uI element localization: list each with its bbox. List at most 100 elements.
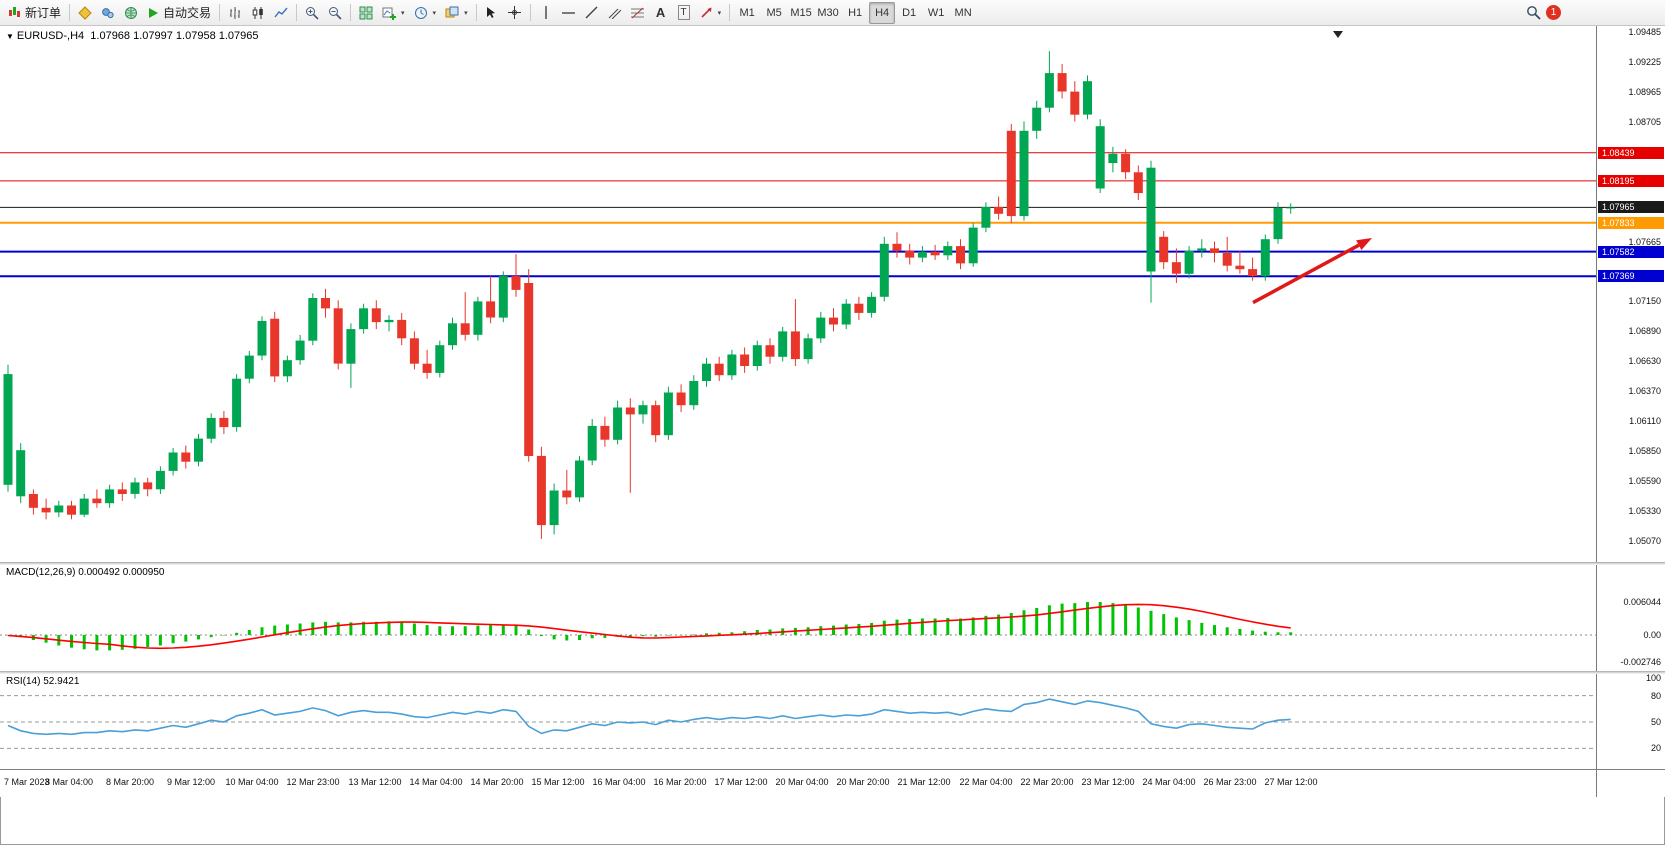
time-axis-label: 22 Mar 04:00: [959, 777, 1013, 787]
trendline-icon: [585, 6, 598, 19]
panel-splitter[interactable]: [0, 671, 1665, 674]
chart-dropdown-icon[interactable]: ▼: [6, 32, 14, 41]
panel-splitter[interactable]: [0, 562, 1665, 565]
bubbles-button[interactable]: [97, 2, 119, 24]
macd-axis-label: 0.00: [1643, 630, 1661, 640]
time-axis-label: 16 Mar 04:00: [592, 777, 646, 787]
main-chart-canvas[interactable]: [0, 27, 1596, 562]
line-chart-icon: [274, 7, 288, 17]
text-tool-icon: A: [655, 5, 666, 20]
cursor-icon: [487, 7, 496, 18]
notification-badge[interactable]: 1: [1546, 5, 1561, 20]
rsi-axis-label: 20: [1650, 743, 1661, 753]
toolbar-separator: [529, 4, 531, 21]
timeframe-button-m15[interactable]: M15: [788, 2, 814, 24]
toolbar-separator: [729, 4, 731, 21]
timeframe-button-m1[interactable]: M1: [734, 2, 760, 24]
tile-windows-icon: [359, 6, 373, 19]
zoom-in-button[interactable]: [301, 2, 323, 24]
price-axis-label: 1.06890: [1628, 326, 1661, 336]
dropdown-caret-icon: ▾: [464, 9, 468, 17]
diamond-icon: [78, 5, 92, 20]
time-axis-border: [0, 769, 1665, 770]
fibonacci-icon: [631, 7, 645, 19]
timeframe-button-w1[interactable]: W1: [923, 2, 949, 24]
timeframe-button-h1[interactable]: H1: [842, 2, 868, 24]
price-level-badge: 1.07582: [1598, 246, 1664, 258]
globe-button[interactable]: [120, 2, 142, 24]
bar-chart-button[interactable]: [224, 2, 246, 24]
price-axis-label: 1.09225: [1628, 57, 1661, 67]
auto-trading-label: 自动交易: [163, 6, 212, 20]
bubbles-icon: [102, 7, 114, 18]
macd-chart-canvas[interactable]: [0, 565, 1596, 671]
price-axis-label: 1.06110: [1629, 416, 1661, 426]
price-level-badge: 1.07833: [1598, 217, 1664, 229]
chart-symbol-period: EURUSD-,H4: [16, 30, 85, 42]
main-toolbar: 新订单 自动交易 ▾ ▾ ▾ A T ▾ M1 M5 M15 M: [0, 0, 1665, 26]
time-axis-label: 17 Mar 12:00: [714, 777, 768, 787]
cursor-button[interactable]: [481, 2, 503, 24]
arrows-tool-button[interactable]: ▾: [696, 2, 726, 24]
diamond-button[interactable]: [74, 2, 96, 24]
channel-button[interactable]: [604, 2, 626, 24]
text-tool-button[interactable]: A: [650, 2, 672, 24]
search-icon: [1527, 6, 1541, 20]
toolbar-separator: [69, 4, 71, 21]
dropdown-caret-icon: ▾: [717, 9, 722, 17]
horizontal-line-icon: [562, 11, 576, 14]
auto-trading-button[interactable]: 自动交易: [143, 2, 215, 24]
new-order-label: 新订单: [25, 6, 62, 20]
template-icon: [445, 6, 459, 17]
rsi-chart-canvas[interactable]: [0, 674, 1596, 769]
time-axis-label: 14 Mar 04:00: [409, 777, 463, 787]
price-axis-label: 1.05070: [1628, 536, 1661, 546]
rsi-axis-label: 100: [1645, 673, 1661, 683]
timeframe-button-h4[interactable]: H4: [869, 1, 896, 24]
dropdown-caret-icon: ▾: [401, 9, 405, 17]
toolbar-separator: [296, 4, 298, 21]
vertical-line-button[interactable]: [535, 2, 557, 24]
timeframe-button-mn[interactable]: MN: [950, 2, 976, 24]
timeframe-button-d1[interactable]: D1: [896, 2, 922, 24]
price-axis-label: 1.07665: [1628, 237, 1661, 247]
time-axis-label: 7 Mar 2023: [4, 777, 50, 787]
time-axis-label: 14 Mar 20:00: [470, 777, 524, 787]
channel-icon: [608, 8, 622, 19]
time-axis-label: 20 Mar 20:00: [836, 777, 890, 787]
time-axis-label: 22 Mar 20:00: [1020, 777, 1074, 787]
search-button[interactable]: [1522, 2, 1545, 24]
candlestick-view-button[interactable]: [247, 2, 269, 24]
horizontal-line-button[interactable]: [558, 2, 580, 24]
time-axis[interactable]: 7 Mar 2023 8 Mar 04:00 8 Mar 20:00 9 Mar 12…: [0, 771, 1596, 797]
time-axis-label: 15 Mar 12:00: [531, 777, 585, 787]
price-axis-label: 1.06370: [1628, 386, 1661, 396]
line-chart-button[interactable]: [270, 2, 292, 24]
price-axis-label: 1.08965: [1628, 87, 1661, 97]
add-indicator-button[interactable]: ▾: [378, 2, 409, 24]
zoom-out-button[interactable]: [324, 2, 346, 24]
price-axis[interactable]: 1.09485 1.09225 1.08965 1.08705 1.07665 1.071…: [1596, 26, 1665, 797]
periods-button[interactable]: ▾: [410, 2, 441, 24]
timeframe-button-m30[interactable]: M30: [815, 2, 841, 24]
fibonacci-button[interactable]: [627, 2, 649, 24]
timeframe-group: M1 M5 M15 M30 H1 H4 D1 W1 MN: [734, 1, 976, 24]
rsi-label: RSI(14) 52.9421: [6, 676, 80, 687]
timeframe-button-m5[interactable]: M5: [761, 2, 787, 24]
crosshair-button[interactable]: [504, 2, 526, 24]
price-level-badge: 1.07965: [1598, 201, 1664, 213]
new-order-button[interactable]: 新订单: [4, 2, 65, 24]
time-axis-label: 21 Mar 12:00: [897, 777, 951, 787]
time-axis-label: 8 Mar 04:00: [44, 777, 94, 787]
time-axis-label: 9 Mar 12:00: [166, 777, 216, 787]
tile-windows-button[interactable]: [355, 2, 377, 24]
template-button[interactable]: ▾: [441, 2, 472, 24]
trendline-button[interactable]: [581, 2, 603, 24]
time-axis-label: 23 Mar 12:00: [1081, 777, 1135, 787]
macd-axis-label: 0.006044: [1623, 597, 1661, 607]
play-icon: [149, 7, 159, 18]
label-tool-button[interactable]: T: [673, 2, 695, 24]
price-axis-label: 1.07150: [1628, 296, 1661, 306]
price-axis-label: 1.05590: [1628, 476, 1661, 486]
